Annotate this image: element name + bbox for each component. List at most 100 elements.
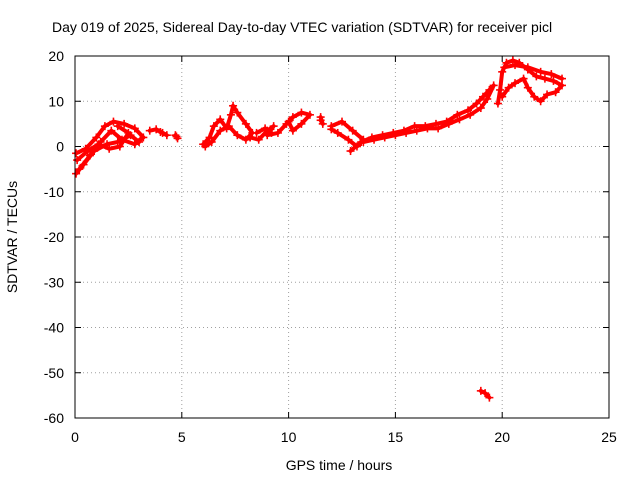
data-point-marker (297, 119, 306, 128)
data-point-marker (75, 165, 84, 174)
y-axis-title: SDTVAR / TECUs (4, 181, 20, 293)
data-point-marker (263, 131, 272, 140)
chart-title: Day 019 of 2025, Sidereal Day-to-day VTE… (52, 19, 552, 35)
data-point-marker (483, 94, 492, 103)
data-point-marker (547, 70, 556, 79)
data-point-marker (229, 101, 238, 110)
data-series-sdtvar (72, 56, 567, 402)
data-point-marker (207, 137, 216, 146)
y-tick-label: 20 (48, 48, 64, 64)
data-point-marker (543, 90, 552, 99)
data-point-marker (100, 122, 109, 131)
data-point-marker (511, 79, 520, 88)
data-point-marker (297, 108, 306, 117)
data-point-marker (338, 117, 346, 126)
data-point-marker (481, 389, 490, 398)
data-point-marker (536, 97, 545, 106)
data-point-marker (370, 135, 379, 144)
data-point-marker (105, 144, 114, 153)
data-point-marker (348, 126, 357, 135)
data-point-marker (434, 124, 443, 133)
data-point-marker (109, 117, 118, 126)
data-point-marker (316, 116, 325, 125)
data-point-marker (79, 160, 88, 169)
data-point-marker (359, 137, 368, 146)
y-tick-label: -20 (44, 229, 64, 245)
data-point-marker (233, 108, 242, 117)
data-point-marker (216, 115, 225, 124)
data-point-marker (135, 137, 144, 146)
data-point-marker (476, 386, 485, 395)
data-point-marker (267, 128, 276, 137)
data-point-marker (120, 119, 129, 128)
data-point-marker (288, 126, 297, 135)
data-point-marker (246, 133, 255, 142)
data-point-marker (453, 110, 462, 119)
data-point-marker (130, 124, 139, 133)
data-point-marker (254, 135, 263, 144)
data-point-marker (333, 128, 342, 137)
data-point-marker (139, 133, 148, 142)
data-point-marker (496, 85, 505, 94)
data-point-marker (284, 117, 293, 126)
data-point-marker (261, 124, 270, 133)
data-point-marker (551, 88, 560, 97)
y-tick-label: 10 (48, 93, 64, 109)
x-axis-title: GPS time / hours (286, 457, 393, 473)
data-point-marker (346, 147, 355, 156)
data-point-marker (412, 126, 421, 135)
y-tick-label: -50 (44, 365, 64, 381)
data-point-marker (145, 126, 154, 135)
data-point-marker (73, 156, 82, 165)
data-point-marker (466, 110, 475, 119)
data-point-marker (532, 72, 541, 81)
data-point-marker (94, 140, 103, 149)
data-point-marker (85, 151, 94, 160)
data-point-marker (72, 169, 81, 178)
data-point-marker (152, 125, 161, 134)
y-tick-label: -30 (44, 274, 64, 290)
data-point-marker (455, 115, 464, 124)
data-point-marker (124, 128, 133, 137)
data-point-marker (431, 119, 440, 128)
data-point-marker (472, 99, 481, 108)
tick-layer: 0 5 10 15 20 25 20 10 0 -10 -20 -30 -40 -50 -60 (44, 48, 617, 445)
data-point-marker (327, 125, 336, 134)
data-point-marker (269, 122, 278, 131)
data-point-marker (558, 74, 567, 83)
y-tick-label: -10 (44, 184, 64, 200)
data-point-marker (423, 124, 432, 133)
data-point-marker (205, 133, 214, 142)
data-point-marker (172, 132, 181, 141)
data-point-marker (444, 119, 453, 128)
data-point-marker (130, 140, 139, 149)
data-point-marker (530, 92, 539, 101)
data-point-marker (209, 122, 218, 131)
data-point-marker (233, 131, 242, 140)
data-point-marker (216, 126, 225, 135)
data-point-marker (536, 67, 545, 76)
data-point-marker (113, 122, 122, 131)
data-point-marker (391, 131, 400, 140)
data-point-marker (504, 83, 513, 92)
data-point-marker (115, 142, 124, 151)
data-point-marker (498, 67, 507, 76)
data-point-marker (464, 106, 473, 115)
x-tick-label: 25 (601, 429, 617, 445)
data-point-marker (402, 128, 411, 137)
data-point-marker (288, 113, 297, 122)
x-tick-label: 0 (71, 429, 79, 445)
data-point-marker (500, 63, 509, 72)
data-point-marker (558, 81, 567, 90)
x-tick-label: 15 (388, 429, 404, 445)
data-point-marker (489, 81, 498, 90)
data-point-marker (92, 133, 101, 142)
data-point-marker (241, 135, 250, 144)
data-point-marker (478, 92, 487, 101)
data-point-marker (498, 92, 507, 101)
data-point-marker (485, 393, 494, 402)
data-point-marker (508, 56, 517, 65)
data-point-marker (305, 110, 314, 119)
x-tick-label: 20 (494, 429, 510, 445)
